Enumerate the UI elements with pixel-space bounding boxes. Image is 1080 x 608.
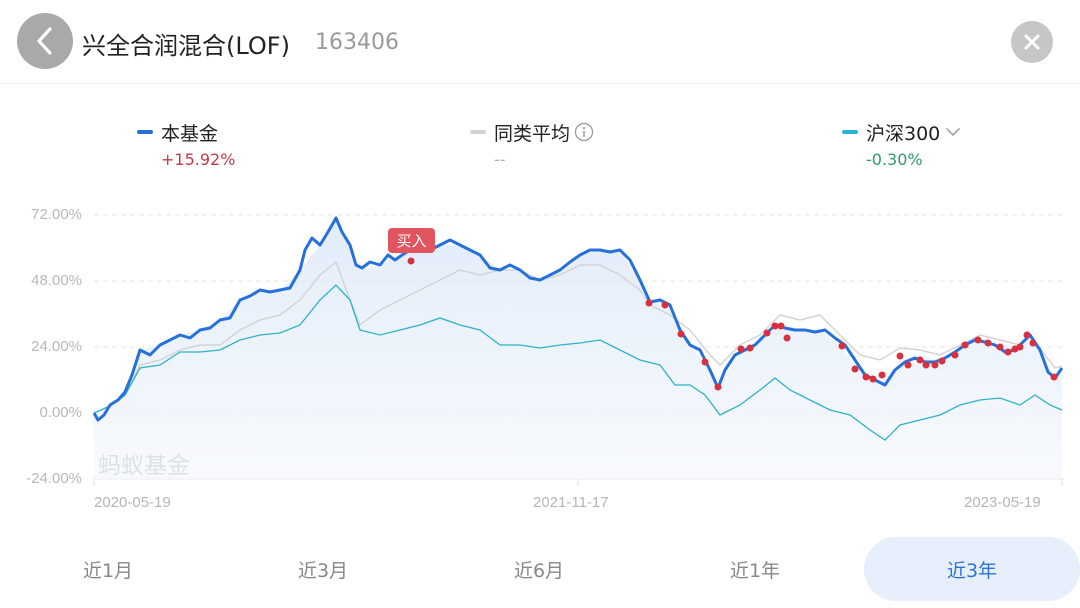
back-button[interactable] bbox=[17, 13, 73, 69]
fund-name: 兴全合润混合(LOF) bbox=[82, 32, 290, 60]
tab-1-year[interactable]: 近1年 bbox=[729, 559, 781, 582]
tab-3-months[interactable]: 近3月 bbox=[297, 559, 349, 582]
fund-line bbox=[92, 216, 1064, 422]
peer-average-line bbox=[93, 260, 1063, 414]
x-tick-label: 2020-05-19 bbox=[94, 494, 171, 511]
y-tick-label: 0.00% bbox=[39, 404, 82, 421]
legend-label: 同类平均 bbox=[494, 122, 571, 145]
fund-code: 163406 bbox=[315, 30, 399, 55]
legend-this-fund[interactable]: 本基金 +15.92% bbox=[137, 118, 235, 169]
legend-label: 沪深300 bbox=[866, 122, 941, 145]
fund-area bbox=[94, 218, 1062, 479]
chart-plot[interactable] bbox=[0, 0, 1080, 520]
y-tick-label: 48.00% bbox=[31, 272, 82, 289]
tab-1-month[interactable]: 近1月 bbox=[82, 559, 134, 582]
csi300-line bbox=[93, 284, 1063, 441]
buy-annotation[interactable]: 买入 bbox=[388, 228, 435, 253]
y-tick-label: -24.00% bbox=[26, 470, 82, 487]
x-tick-label: 2021-11-17 bbox=[533, 494, 609, 511]
tab-6-months[interactable]: 近6月 bbox=[513, 559, 565, 582]
legend-value: -0.30% bbox=[866, 150, 923, 169]
tab-3-years[interactable]: 近3年 bbox=[864, 537, 1080, 601]
chevron-left-icon bbox=[37, 27, 52, 55]
legend-peer-average[interactable]: 同类平均 -- bbox=[470, 118, 594, 169]
watermark: 蚂蚁基金 bbox=[98, 453, 190, 479]
legend-swatch-this-fund bbox=[137, 130, 153, 134]
legend-csi300[interactable]: 沪深300 -0.30% bbox=[842, 118, 962, 169]
close-button[interactable] bbox=[1011, 21, 1053, 63]
legend-label: 本基金 bbox=[161, 122, 219, 145]
chevron-down-icon[interactable] bbox=[944, 125, 962, 139]
legend-value: -- bbox=[494, 150, 506, 169]
legend-swatch-peer-average bbox=[470, 130, 486, 134]
x-tick-label: 2023-05-19 bbox=[964, 494, 1041, 511]
y-tick-label: 24.00% bbox=[31, 338, 82, 355]
legend-swatch-csi300 bbox=[842, 130, 858, 134]
legend-value: +15.92% bbox=[161, 150, 236, 169]
info-icon[interactable] bbox=[574, 122, 594, 142]
close-icon bbox=[1024, 34, 1040, 50]
trade-markers bbox=[407, 257, 1058, 391]
y-tick-label: 72.00% bbox=[31, 206, 82, 223]
period-tabs: 近1月 近3月 近6月 近1年 近3年 bbox=[0, 537, 1080, 601]
header: 兴全合润混合(LOF) 163406 bbox=[0, 0, 1080, 84]
